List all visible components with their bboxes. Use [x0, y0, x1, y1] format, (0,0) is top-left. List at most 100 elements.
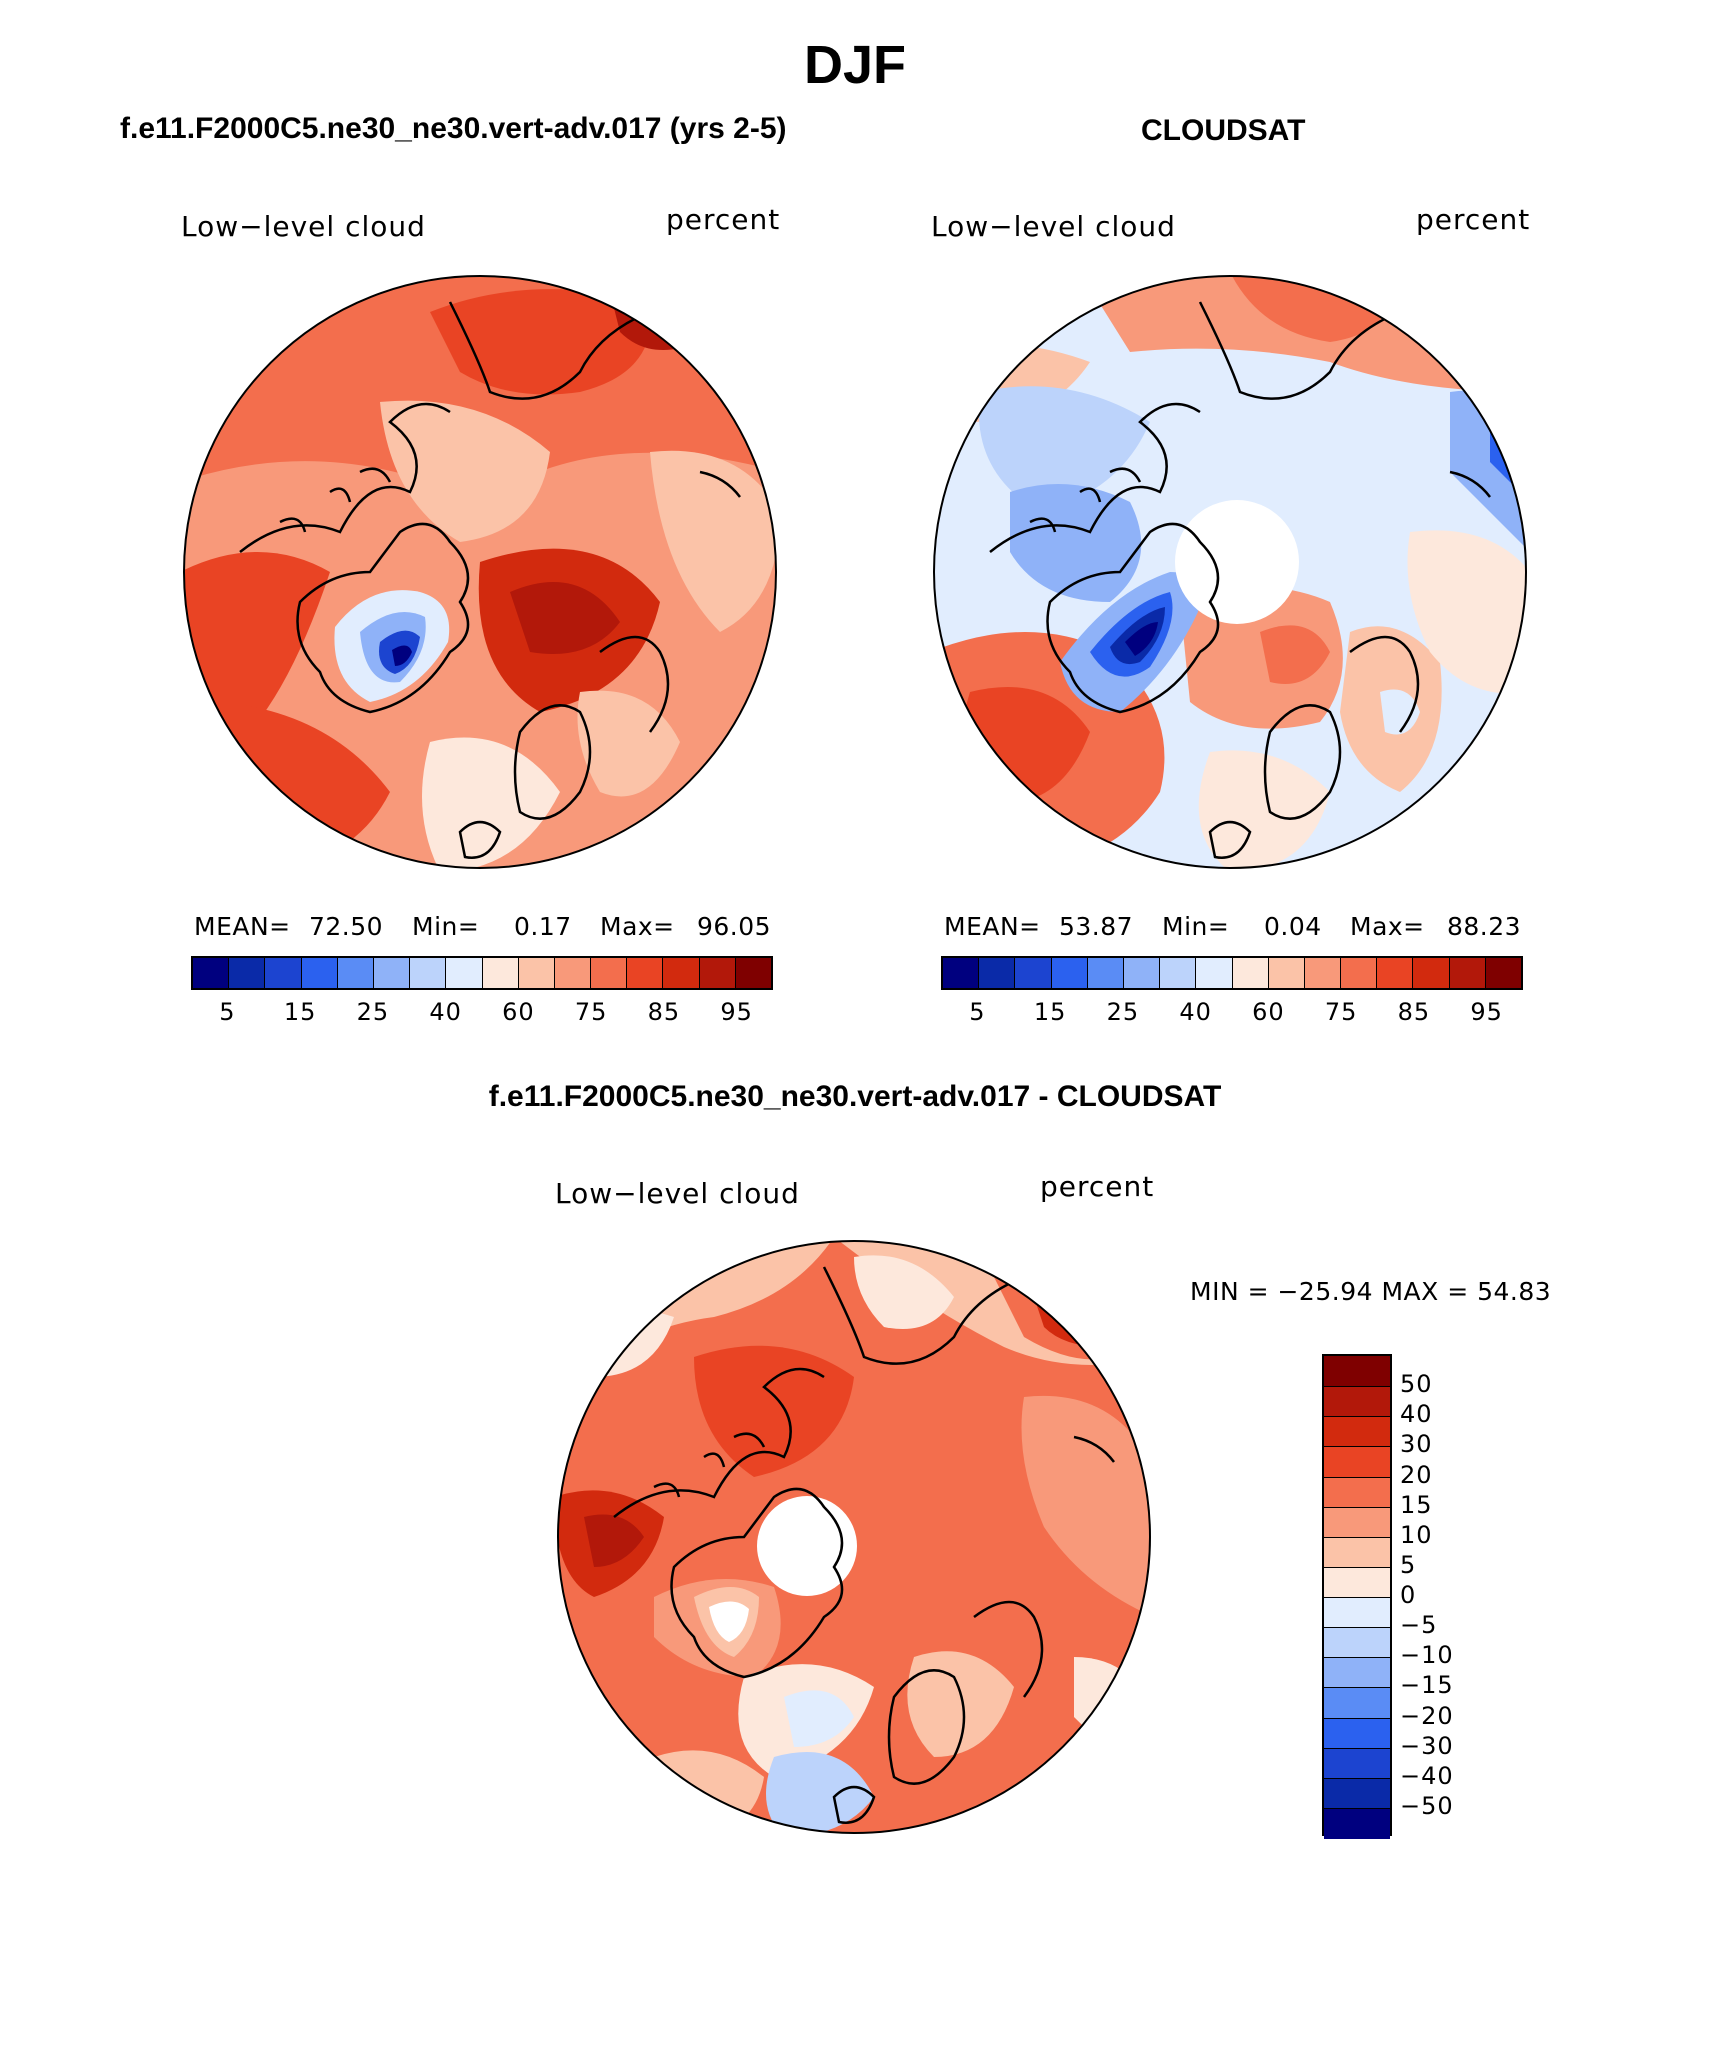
colorbar-tick-label: −40	[1400, 1761, 1454, 1790]
panel1-max-label: Max=	[600, 912, 675, 941]
colorbar-tick-label: −30	[1400, 1731, 1454, 1760]
colorbar-swatch	[554, 958, 592, 988]
colorbar-swatch	[1196, 958, 1233, 988]
colorbar-swatch	[1324, 1747, 1390, 1779]
colorbar-swatch	[1485, 958, 1521, 988]
colorbar-swatch	[943, 958, 980, 988]
panel2-max-value: 88.23	[1447, 912, 1522, 941]
panel2-mean-label: MEAN=	[944, 912, 1041, 941]
diff-variable-label: Low−level cloud	[555, 1177, 800, 1210]
colorbar-swatch	[1304, 958, 1342, 988]
colorbar-swatch	[1232, 958, 1269, 988]
colorbar-tick-label: 75	[1324, 998, 1358, 1026]
colorbar-swatch	[193, 958, 230, 988]
colorbar-swatch	[1015, 958, 1052, 988]
diff-colorbar-ticks: 50 40 30 20 15 10 5 0 −5 −10 −15 −20 −30 −40 −50	[1400, 1354, 1520, 1836]
panel1-mean-label: MEAN=	[194, 912, 291, 941]
colorbar-tick-label: 30	[1400, 1430, 1433, 1459]
colorbar-swatch	[482, 958, 519, 988]
colorbar-tick-label: −10	[1400, 1641, 1454, 1670]
colorbar-swatch	[301, 958, 338, 988]
colorbar-tick-label: −15	[1400, 1671, 1454, 1700]
colorbar-swatch	[1449, 958, 1486, 988]
panel1-header: f.e11.F2000C5.ne30_ne30.vert-adv.017 (yr…	[120, 112, 787, 145]
colorbar-swatch	[1341, 958, 1378, 988]
colorbar-swatch	[1377, 958, 1414, 988]
panel2-mean-value: 53.87	[1059, 912, 1134, 941]
colorbar-tick-label: 15	[1033, 998, 1067, 1026]
diff-colorbar	[1322, 1354, 1392, 1839]
panel2-max-label: Max=	[1350, 912, 1425, 941]
colorbar-swatch	[663, 958, 700, 988]
colorbar-swatch	[446, 958, 483, 988]
colorbar-tick-label: 85	[1397, 998, 1431, 1026]
colorbar-swatch	[735, 958, 771, 988]
colorbar-swatch	[1324, 1627, 1390, 1659]
panel1-min-value: 0.17	[514, 912, 572, 941]
diff-polar-map	[557, 1240, 1151, 1834]
panel1-min-label: Min=	[412, 912, 480, 941]
colorbar-swatch	[1051, 958, 1088, 988]
diff-panel-header: f.e11.F2000C5.ne30_ne30.vert-adv.017 - C…	[488, 1080, 1222, 1113]
colorbar-swatch	[979, 958, 1016, 988]
panel2-colorbar-ticks: 5 15 25 40 60 75 85 95	[941, 998, 1523, 1028]
page-title: DJF	[803, 35, 906, 95]
colorbar-tick-label: −20	[1400, 1701, 1454, 1730]
panel1-variable-label: Low−level cloud	[181, 210, 426, 243]
colorbar-swatch	[1324, 1597, 1390, 1629]
panel1-mean-value: 72.50	[309, 912, 384, 941]
colorbar-tick-label: 20	[1400, 1460, 1433, 1489]
panel2-variable-label: Low−level cloud	[931, 210, 1176, 243]
panel1-units-label: percent	[666, 203, 781, 236]
colorbar-tick-label: 25	[1106, 998, 1140, 1026]
colorbar-swatch	[265, 958, 302, 988]
colorbar-swatch	[1413, 958, 1450, 988]
colorbar-tick-label: 40	[1179, 998, 1212, 1026]
colorbar-tick-label: 15	[283, 998, 317, 1026]
colorbar-swatch	[1324, 1807, 1390, 1839]
panel1-colorbar	[191, 956, 773, 990]
colorbar-tick-label: −5	[1400, 1611, 1438, 1640]
colorbar-tick-label: 25	[356, 998, 390, 1026]
panel1-max-value: 96.05	[697, 912, 772, 941]
panel2-polar-map	[933, 275, 1527, 869]
colorbar-tick-label: 60	[502, 998, 535, 1026]
diff-minmax-text: MIN = −25.94 MAX = 54.83	[1190, 1277, 1552, 1306]
colorbar-swatch	[337, 958, 374, 988]
colorbar-tick-label: 40	[1400, 1400, 1433, 1429]
panel2-header: CLOUDSAT	[1141, 114, 1306, 147]
panel1-colorbar-ticks: 5 15 25 40 60 75 85 95	[191, 998, 773, 1028]
colorbar-tick-label: 95	[720, 998, 753, 1026]
diff-units-label: percent	[1040, 1170, 1155, 1203]
colorbar-swatch	[699, 958, 736, 988]
colorbar-swatch	[518, 958, 555, 988]
colorbar-swatch	[1324, 1687, 1390, 1719]
colorbar-tick-label: 0	[1400, 1581, 1417, 1609]
colorbar-swatch	[1324, 1536, 1390, 1568]
colorbar-swatch	[627, 958, 664, 988]
colorbar-swatch	[1324, 1506, 1390, 1538]
panel2-colorbar	[941, 956, 1523, 990]
colorbar-swatch	[410, 958, 447, 988]
panel1-polar-map	[183, 275, 777, 869]
colorbar-swatch	[1324, 1777, 1390, 1809]
panel2-min-label: Min=	[1162, 912, 1230, 941]
panel2-min-value: 0.04	[1264, 912, 1322, 941]
colorbar-tick-label: 85	[647, 998, 681, 1026]
colorbar-tick-label: −50	[1400, 1791, 1454, 1820]
colorbar-swatch	[229, 958, 266, 988]
colorbar-swatch	[1123, 958, 1161, 988]
colorbar-swatch	[373, 958, 411, 988]
colorbar-swatch	[591, 958, 628, 988]
colorbar-swatch	[1324, 1657, 1390, 1689]
colorbar-swatch	[1324, 1356, 1390, 1387]
colorbar-swatch	[1324, 1566, 1390, 1598]
colorbar-swatch	[1324, 1476, 1390, 1508]
colorbar-tick-label: 15	[1400, 1490, 1433, 1519]
colorbar-tick-label: 60	[1252, 998, 1285, 1026]
colorbar-tick-label: 95	[1470, 998, 1503, 1026]
colorbar-swatch	[1160, 958, 1197, 988]
colorbar-tick-label: 10	[1400, 1520, 1433, 1549]
colorbar-swatch	[1324, 1386, 1390, 1418]
colorbar-tick-label: 75	[574, 998, 608, 1026]
